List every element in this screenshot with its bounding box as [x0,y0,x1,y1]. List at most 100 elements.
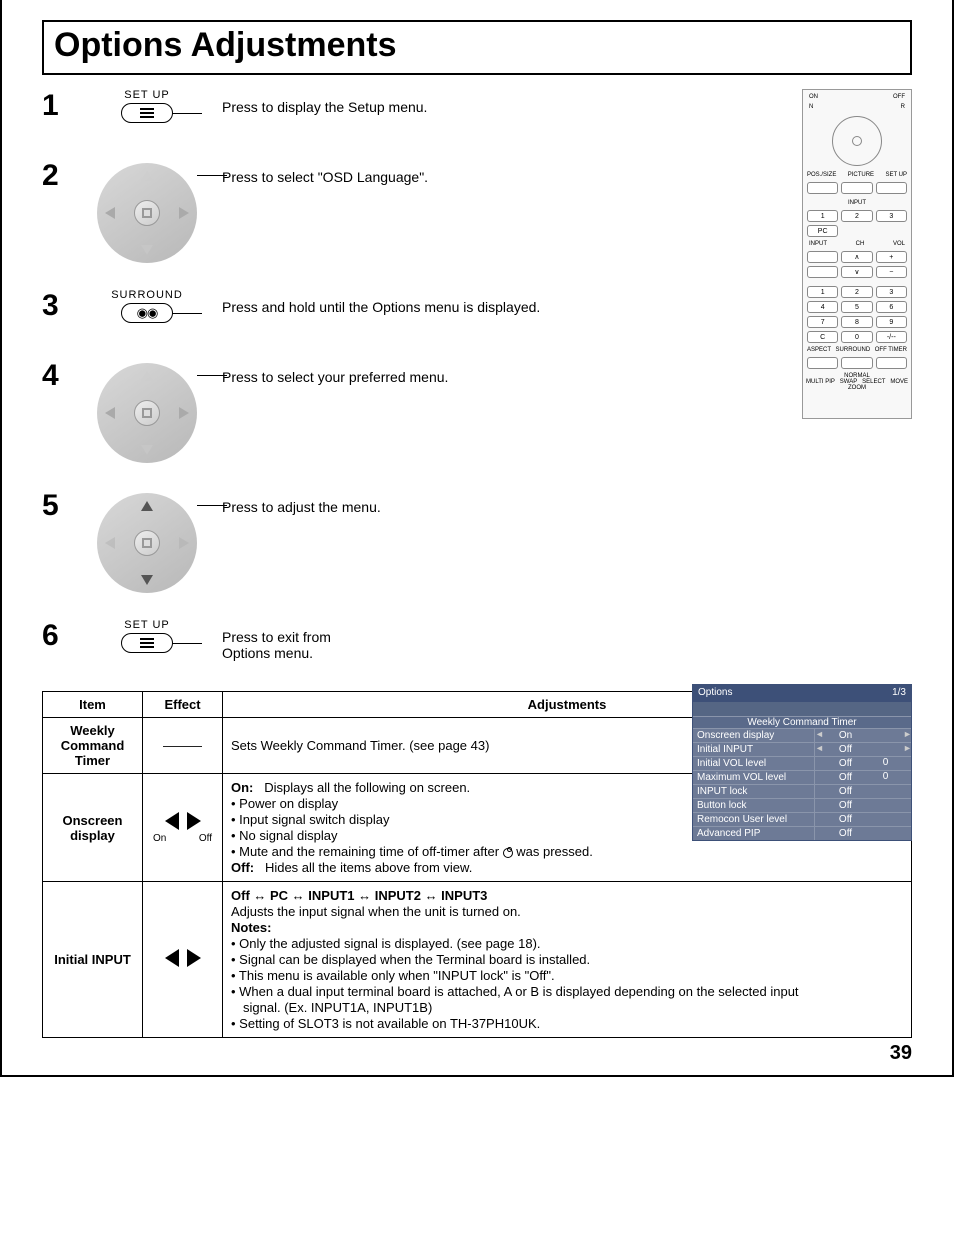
remote-surround-label: SURROUND [836,347,871,353]
osd-row-spacer [868,799,903,812]
osd-page-indicator: 1/3 [892,687,906,698]
remote-key [876,357,907,369]
remote-aspect-label: ASPECT [807,347,831,353]
up-arrow-icon [141,501,153,511]
setup-button-icon [121,103,173,123]
adj-line: Adjusts the input signal when the unit i… [231,904,903,919]
osd-row-value: On [823,729,868,742]
remote-r-label: R [901,104,905,110]
step-text: Press to display the Setup menu. [212,89,427,115]
osd-left-arrow-icon [815,757,823,770]
adj-line: • Mute and the remaining time of off-tim… [231,844,903,859]
step-text: Press to adjust the menu. [212,489,381,515]
step-icon-1: SET UP [82,89,212,125]
remote-input-label: INPUT [809,241,827,247]
adj-line: • Setting of SLOT3 is not available on T… [231,1016,903,1031]
osd-row-label: Button lock [693,799,815,812]
down-arrow-icon [141,575,153,585]
osd-spacer [693,702,911,716]
remote-wheel-icon [832,116,882,166]
title-box: Options Adjustments [42,20,912,75]
adj-line: Notes: [231,920,903,935]
osd-row-spacer [868,729,903,742]
osd-row: INPUT lockOff [693,784,911,798]
osd-right-arrow-icon [903,813,911,826]
osd-row-spacer [868,743,903,756]
remote-key [807,182,838,194]
setup-button-icon [121,633,173,653]
remote-pc: PC [807,225,838,237]
remote-numkey: 6 [876,301,907,313]
step-number: 2 [42,159,82,193]
right-arrow-icon [179,537,189,549]
step-number: 1 [42,89,82,123]
osd-row-spacer [868,813,903,826]
osd-row-label: Onscreen display [693,729,815,742]
surround-button-label: SURROUND [111,289,183,301]
osd-row: Maximum VOL levelOff0 [693,770,911,784]
remote-input-2: 2 [841,210,872,222]
osd-left-arrow-icon [815,771,823,784]
table-item-cell: Onscreendisplay [43,774,143,882]
step-text: Press and hold until the Options menu is… [212,289,540,315]
center-button-icon [134,200,160,226]
remote-numkey: 7 [807,316,838,328]
remote-key [841,357,872,369]
step-text: Press to exit fromOptions menu. [212,619,331,661]
osd-weekly-timer-row: Weekly Command Timer [693,716,911,728]
osd-row: Initial VOL levelOff0 [693,756,911,770]
remote-on-label: ON [809,94,818,100]
remote-numkey: 0 [841,331,872,343]
osd-row: Advanced PIPOff [693,826,911,840]
osd-right-arrow-icon [903,757,911,770]
right-arrow-icon [179,407,189,419]
osd-title: Options [698,687,732,698]
osd-row-label: Remocon User level [693,813,815,826]
down-arrow-icon [141,445,153,455]
osd-left-arrow-icon: ◄ [815,729,823,742]
osd-row-spacer [868,785,903,798]
step-4: 4Press to select your preferred menu. [42,359,912,479]
remote-numkey: 1 [807,286,838,298]
osd-row-value: Off [823,785,868,798]
surround-icon: ◉◉ [137,305,158,321]
up-arrow-icon [141,371,153,381]
step-number: 3 [42,289,82,323]
remote-numkey: 2 [841,286,872,298]
step-6: 6SET UPPress to exit fromOptions menu. [42,619,912,679]
step-text: Press to select your preferred menu. [212,359,448,385]
osd-row: Initial INPUT◄Off► [693,742,911,756]
step-icon-4 [82,359,212,467]
table-header-effect: Effect [143,692,223,718]
remote-move-label: MOVE [890,379,908,385]
table-effect-cell: OnOff [143,774,223,882]
osd-row-value: Off [823,799,868,812]
remote-control-illustration: ON OFF N R POS./SIZE PICTURE SET UP INPU… [802,89,912,419]
osd-row: Button lock Off [693,798,911,812]
remote-picture-label: PICTURE [848,172,874,178]
step-3: 3 SURROUND ◉◉ Press and hold until the Opti… [42,289,912,349]
on-label: On [153,833,166,844]
remote-ch-label: CH [856,241,865,247]
right-arrow-icon [179,207,189,219]
table-effect-cell: ——— [143,718,223,774]
table-header-item: Item [43,692,143,718]
left-arrow-icon [105,207,115,219]
osd-right-arrow-icon [903,785,911,798]
osd-right-arrow-icon: ► [903,743,911,756]
osd-right-arrow-icon: ► [903,729,911,742]
remote-numpad: 123456789C0-/-- [803,282,911,347]
remote-key: ∧ [841,251,872,263]
osd-row-value: Off [823,771,868,784]
osd-row-label: Initial VOL level [693,757,815,770]
remote-key: + [876,251,907,263]
setup-button-label: SET UP [124,89,170,101]
remote-numkey: 4 [807,301,838,313]
manual-page: Options Adjustments ON OFF N R POS./SIZE… [0,0,954,1077]
center-button-icon [134,400,160,426]
osd-weekly-timer-label: Weekly Command Timer [747,717,856,728]
osd-row-value2: 0 [868,771,903,784]
osd-row-spacer [868,827,903,840]
remote-numkey: 3 [876,286,907,298]
step-number: 6 [42,619,82,653]
